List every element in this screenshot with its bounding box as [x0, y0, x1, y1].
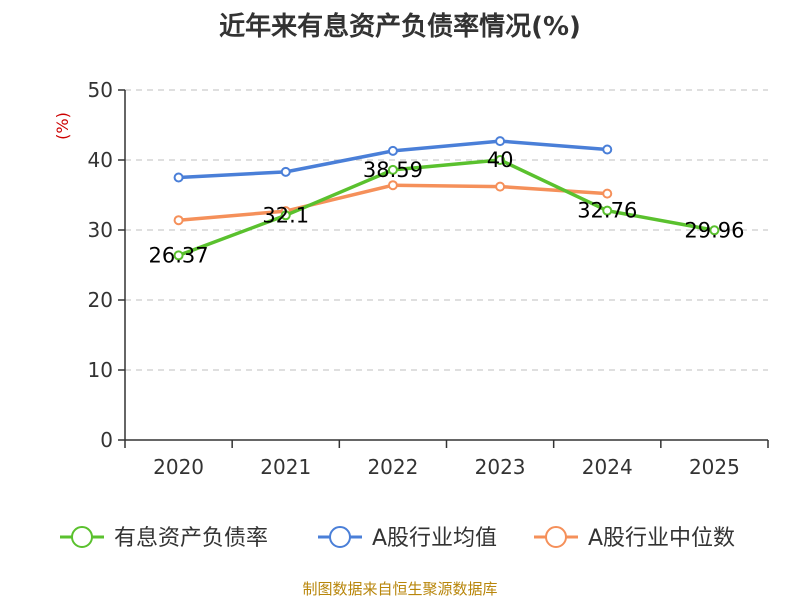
y-tick-label-10: 10: [88, 358, 113, 382]
series-layer: [173, 136, 720, 261]
data-point-s2-2020: [173, 215, 184, 226]
data-point-s0-2023: [495, 155, 506, 165]
y-tick-label-20: 20: [88, 288, 113, 312]
data-point-s1-2022: [387, 145, 398, 156]
x-tick-label-2022: 2022: [367, 455, 418, 479]
data-point-s0-2022: [387, 164, 398, 175]
series-line-0: [177, 158, 715, 258]
source-note: 制图数据来自恒生聚源数据库: [302, 580, 498, 598]
data-label-2025: 29.96: [684, 218, 744, 242]
legend-item-0: 有息资产负债率: [60, 526, 268, 551]
y-tick-label-50: 50: [88, 78, 113, 102]
series-line-2: [178, 183, 608, 222]
data-point-s0-2020: [173, 250, 184, 261]
data-point-s0-2024: [602, 205, 613, 216]
label-layer: 26.37 32.1 38.59 40 32.76 29.96: [149, 148, 745, 267]
chart-title: 近年来有息资产负债率情况(%): [219, 12, 581, 42]
data-point-s1-2021: [280, 166, 291, 177]
x-tick-label-2021: 2021: [260, 455, 311, 479]
legend-marker-0: [71, 526, 93, 548]
data-point-s1-2023: [495, 136, 506, 147]
x-tick-label-2020: 2020: [153, 455, 204, 479]
data-point-s2-2022: [387, 180, 398, 191]
data-label-2020: 26.37: [149, 243, 209, 267]
data-label-2024: 32.76: [577, 199, 637, 223]
axis-layer: 0 10 20 30 40 50 2020 2021 2022 2023 2024 2025 (%): [53, 78, 769, 479]
grid-layer: [125, 89, 768, 371]
data-point-s1-2024: [602, 144, 613, 155]
x-tick-label-2023: 2023: [475, 455, 526, 479]
data-point-s2-2024: [602, 188, 613, 199]
y-axis-unit: (%): [53, 112, 72, 140]
data-point-s0-2025: [709, 225, 720, 236]
data-point-s0-2021: [280, 210, 291, 221]
x-tick-label-2024: 2024: [582, 455, 633, 479]
data-label-2022: 38.59: [363, 158, 423, 182]
legend-label-1: A股行业均值: [372, 526, 497, 551]
x-tick-label-2025: 2025: [689, 455, 740, 479]
legend-item-1: A股行业均值: [318, 526, 497, 551]
legend-label-0: 有息资产负债率: [114, 526, 268, 551]
y-tick-label-40: 40: [88, 148, 113, 172]
legend-layer: 有息资产负债率 A股行业均值 A股行业中位数: [60, 526, 735, 551]
data-label-2023: 40: [487, 148, 514, 172]
legend-item-2: A股行业中位数: [534, 526, 735, 551]
legend-label-2: A股行业中位数: [588, 526, 735, 551]
legend-marker-1: [329, 526, 351, 548]
data-label-2021: 32.1: [262, 203, 309, 227]
legend-marker-2: [545, 526, 567, 548]
data-point-s1-2020: [173, 172, 184, 183]
y-tick-label-0: 0: [100, 428, 113, 452]
data-point-s2-2023: [495, 181, 506, 192]
y-tick-label-30: 30: [88, 218, 113, 242]
